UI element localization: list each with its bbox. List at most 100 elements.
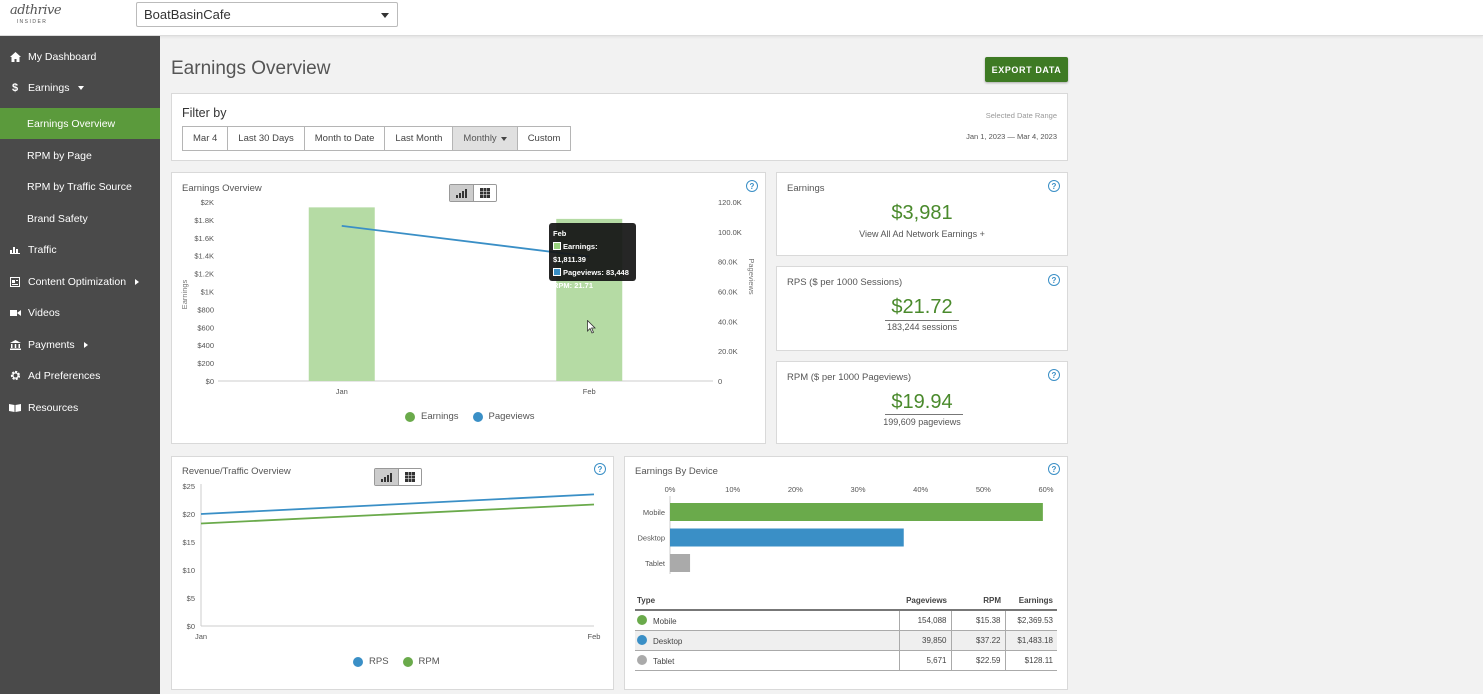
document-icon (9, 276, 21, 288)
sidebar-item-payments[interactable]: Payments (0, 329, 160, 360)
column-header-pageviews[interactable]: Pageviews (899, 592, 951, 611)
adthrive-logo[interactable]: adthrive INSIDER (10, 4, 62, 30)
grid-icon (405, 472, 415, 482)
filter-last-30-days-button[interactable]: Last 30 Days (227, 126, 305, 151)
rps-stat-sub: 183,244 sessions (886, 322, 958, 332)
sidebar-item-rpm-by-page[interactable]: RPM by Page (0, 140, 160, 171)
bar-chart-icon (381, 472, 392, 482)
help-icon[interactable]: ? (1048, 180, 1060, 192)
legend-dot (402, 656, 413, 667)
chart-view-button[interactable] (450, 185, 473, 201)
y-tick-label: $200 (197, 359, 214, 368)
y-tick-label: $1K (201, 288, 214, 297)
column-header-rpm[interactable]: RPM (951, 592, 1005, 611)
logo-subtext: INSIDER (16, 19, 48, 25)
legend-rpm[interactable]: RPM (402, 656, 440, 667)
type-label: Tablet (653, 656, 675, 666)
legend-earnings[interactable]: Earnings (405, 411, 459, 422)
caret-right-icon (83, 341, 88, 348)
caret-right-icon (135, 278, 140, 285)
legend-label: Pageviews (488, 411, 535, 422)
divider (885, 414, 963, 415)
dollar-icon: $ (11, 81, 19, 94)
page-title: Earnings Overview (171, 58, 331, 79)
y-tick-label: $1.6K (194, 234, 214, 243)
earnings-chart-legend: Earnings Pageviews (405, 411, 548, 422)
filter-monthly-dropdown[interactable]: Monthly (452, 126, 518, 151)
tooltip-title: Feb (553, 229, 567, 238)
pageviews-cell: 39,850 (898, 630, 951, 651)
desktop-bar (670, 528, 904, 547)
book-icon (9, 402, 21, 414)
column-header-type[interactable]: Type (635, 592, 899, 611)
earnings-cell: $1,483.18 (1004, 630, 1057, 651)
y-tick-label: $10 (182, 566, 195, 575)
tooltip-rpm: RPM: 21.71 (553, 281, 594, 290)
sidebar-item-resources[interactable]: Resources (0, 392, 160, 423)
earnings-stat-card: Earnings ? $3,981 View All Ad Network Ea… (776, 172, 1068, 256)
rps-stat-value: $21.72 (891, 296, 953, 318)
legend-rps[interactable]: RPS (353, 656, 389, 667)
rps-stat-title: RPS ($ per 1000 Sessions) (787, 277, 903, 288)
revenue-traffic-card: Revenue/Traffic Overview ? (171, 456, 614, 690)
earnings-chart: $0 $200 $400 $600 $800 $1K $1.2K $1.4K $1.6K $1.8… (180, 198, 756, 396)
rps-line (200, 493, 595, 515)
help-icon[interactable]: ? (1048, 369, 1060, 381)
x-tick-label: 0% (665, 485, 676, 494)
sidebar-item-traffic[interactable]: Traffic (0, 234, 160, 265)
help-icon[interactable]: ? (1048, 463, 1060, 475)
sidebar-item-videos[interactable]: Videos (0, 297, 160, 328)
rpm-stat-card: RPM ($ per 1000 Pageviews) ? $19.94 199,… (776, 361, 1068, 444)
rps-stat-card: RPS ($ per 1000 Sessions) ? $21.72 183,2… (776, 266, 1068, 351)
sidebar-item-rpm-by-traffic-source[interactable]: RPM by Traffic Source (0, 171, 160, 202)
gear-icon (9, 370, 21, 382)
rpm-cell: $37.22 (950, 630, 1005, 651)
column-header-earnings[interactable]: Earnings (1005, 592, 1057, 611)
table-view-button[interactable] (398, 469, 421, 485)
sidebar-item-ad-preferences[interactable]: Ad Preferences (0, 360, 160, 391)
sidebar-item-label: Ad Preferences (28, 369, 101, 382)
sidebar-item-my-dashboard[interactable]: My Dashboard (0, 41, 160, 72)
chart-view-button[interactable] (375, 469, 398, 485)
tooltip-earnings-text: Earnings: $1,811.39 (553, 242, 598, 264)
sidebar-item-brand-safety[interactable]: Brand Safety (0, 203, 160, 234)
pageviews-cell: 154,088 (898, 610, 951, 631)
rpm-stat-value: $19.94 (891, 391, 953, 413)
table-view-button[interactable] (473, 185, 496, 201)
sidebar-item-label: Payments (28, 338, 75, 351)
sidebar-item-label: RPM by Traffic Source (27, 180, 132, 193)
help-icon[interactable]: ? (1048, 274, 1060, 286)
y-tick-label: $400 (197, 341, 214, 350)
site-select[interactable]: BoatBasinCafe (136, 2, 398, 27)
earnings-bar (308, 207, 375, 381)
y2-tick-label: 120.0K (718, 198, 742, 207)
legend-pageviews[interactable]: Pageviews (472, 411, 535, 422)
tooltip-earnings: Earnings: $1,811.39 (553, 240, 632, 266)
x-tick-label: 60% (1038, 485, 1053, 494)
export-data-button[interactable]: EXPORT DATA (985, 57, 1068, 82)
date-filter-group: Mar 4 Last 30 Days Month to Date Last Mo… (182, 126, 572, 151)
x-tick-label: Jan (195, 632, 207, 641)
caret-down-icon (78, 85, 85, 90)
y2-tick-label: 100.0K (718, 228, 742, 237)
sidebar-item-content-optimization[interactable]: Content Optimization (0, 266, 160, 297)
filter-custom-button[interactable]: Custom (516, 126, 572, 151)
revenue-chart-title: Revenue/Traffic Overview (182, 466, 291, 477)
sidebar-item-label: Earnings (28, 81, 70, 94)
revenue-chart-legend: RPS RPM (353, 656, 454, 667)
pageviews-cell: 5,671 (898, 650, 951, 671)
filter-mar-4-button[interactable]: Mar 4 (182, 126, 229, 151)
help-icon[interactable]: ? (746, 180, 758, 192)
sidebar-item-label: My Dashboard (28, 50, 97, 63)
pageviews-line (341, 224, 590, 258)
filter-month-to-date-button[interactable]: Month to Date (303, 126, 386, 151)
sidebar-item-earnings-overview[interactable]: Earnings Overview (0, 108, 160, 139)
rpm-stat-title: RPM ($ per 1000 Pageviews) (787, 372, 912, 383)
filter-last-month-button[interactable]: Last Month (384, 126, 454, 151)
help-icon[interactable]: ? (594, 463, 606, 475)
sidebar-item-earnings[interactable]: $ Earnings (0, 72, 160, 103)
y-tick-label: Desktop (637, 534, 665, 543)
legend-dot (353, 656, 363, 667)
view-all-ad-network-earnings-link[interactable]: View All Ad Network Earnings + (859, 229, 985, 239)
sidebar-item-label: Resources (28, 401, 79, 414)
